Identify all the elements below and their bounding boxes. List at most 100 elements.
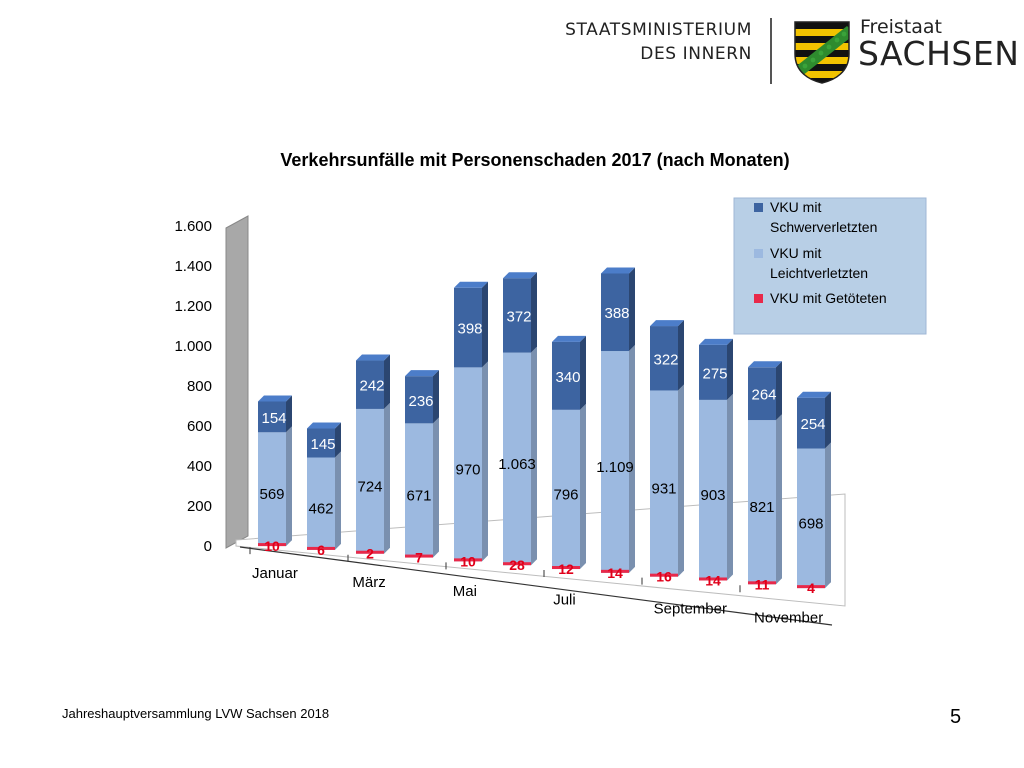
bar-dead-segment: [552, 566, 580, 570]
bar-light-side: [286, 426, 292, 547]
bar-light-segment: [699, 399, 727, 581]
value-label-dead: 14: [705, 572, 721, 588]
bar-heavy-side: [825, 391, 831, 449]
value-label-dead: 10: [264, 538, 280, 554]
bar-dead-segment: [699, 577, 727, 581]
x-axis-line: [239, 546, 833, 626]
x-category-label: Juli: [553, 592, 576, 609]
bar-light-side: [482, 361, 488, 562]
bar-light-segment: [307, 457, 335, 550]
bar-heavy-segment: [454, 287, 482, 368]
value-label-light: 796: [553, 486, 578, 503]
bar-heavy-top: [601, 267, 635, 274]
bar-group-august: 388 1.109 14: [596, 267, 635, 581]
bar-light-side: [629, 345, 635, 573]
legend-label: VKU mit Getöteten: [770, 290, 887, 306]
footer-text: Jahreshauptversammlung LVW Sachsen 2018: [62, 706, 330, 721]
bar-dead-segment: [748, 581, 776, 585]
header-divider: [770, 18, 772, 84]
x-category-label: Mai: [453, 583, 477, 600]
value-label-light: 698: [798, 515, 823, 532]
bar-group-mai: 398 970 10: [454, 281, 488, 569]
ministry-name-line1: STAATSMINISTERIUM: [565, 20, 752, 40]
bar-dead-segment: [454, 558, 482, 562]
bar-dead-segment: [258, 543, 286, 547]
bar-heavy-side: [629, 267, 635, 352]
bar-group-februar: 145 462 6: [307, 422, 341, 558]
bar-light-segment: [405, 423, 433, 558]
x-category-label: März: [352, 574, 385, 591]
bar-dead-segment: [503, 562, 531, 566]
x-category-label: September: [654, 600, 727, 617]
value-label-heavy: 154: [261, 410, 286, 427]
value-label-dead: 2: [366, 546, 374, 562]
value-label-heavy: 254: [800, 416, 825, 433]
bar-heavy-segment: [405, 376, 433, 424]
chart-back-wall: [225, 215, 249, 549]
y-tick-label: 1.400: [174, 258, 212, 275]
value-label-light: 970: [455, 461, 480, 478]
legend-label: VKU mit: [770, 199, 821, 215]
saxony-coat-of-arms-icon: [794, 21, 850, 84]
bar-group-oktober: 275 903 14: [699, 338, 733, 588]
value-label-light: 569: [259, 486, 284, 503]
bar-heavy-top: [650, 320, 684, 327]
ministry-name-line2: DES INNERN: [640, 44, 752, 64]
bar-light-side: [678, 384, 684, 577]
bar-heavy-segment: [601, 273, 629, 352]
brand-sachsen: SACHSEN: [858, 34, 1020, 73]
bar-dead-segment: [307, 546, 335, 550]
bar-heavy-segment: [503, 278, 531, 353]
bar-light-segment: [356, 408, 384, 554]
bar-heavy-segment: [650, 326, 678, 391]
legend-label: VKU mit: [770, 245, 821, 261]
bar-heavy-side: [286, 395, 292, 433]
bar-heavy-top: [503, 272, 537, 279]
bar-dead-segment: [797, 585, 825, 589]
bar-light-segment: [258, 432, 286, 547]
value-label-heavy: 145: [310, 436, 335, 453]
value-label-light: 931: [651, 481, 676, 498]
bar-group-märz: 242 724 2: [356, 354, 390, 562]
bar-light-side: [825, 442, 831, 589]
bar-heavy-side: [482, 281, 488, 368]
y-tick-label: 200: [187, 498, 212, 515]
page-number: 5: [950, 706, 962, 728]
bar-heavy-side: [335, 422, 341, 458]
value-label-heavy: 242: [359, 378, 384, 395]
bar-group-juli: 340 796 12: [552, 335, 586, 577]
bar-light-segment: [601, 351, 629, 573]
legend-swatch: [754, 249, 763, 258]
value-label-light: 1.109: [596, 459, 634, 476]
value-label-heavy: 236: [408, 393, 433, 410]
bar-heavy-side: [433, 370, 439, 424]
value-label-dead: 12: [558, 561, 574, 577]
chart-legend: VKU mit Schwerverletzten VKU mit Leichtverl…: [733, 197, 927, 335]
value-label-heavy: 275: [702, 365, 727, 382]
bar-light-segment: [650, 390, 678, 577]
value-label-dead: 6: [317, 542, 325, 558]
bar-dead-segment: [405, 554, 433, 558]
bar-light-side: [384, 402, 390, 554]
bar-heavy-side: [531, 272, 537, 353]
value-label-light: 1.063: [498, 456, 536, 473]
y-tick-label: 1.600: [174, 218, 212, 235]
bar-heavy-top: [405, 370, 439, 377]
bar-heavy-side: [727, 338, 733, 400]
bar-heavy-top: [356, 354, 390, 361]
legend-label: Schwerverletzten: [770, 219, 877, 235]
bar-heavy-side: [384, 354, 390, 409]
bar-dead-segment: [356, 550, 384, 554]
bar-group-dezember: 254 698 4: [797, 391, 831, 596]
bar-heavy-segment: [552, 341, 580, 410]
y-tick-label: 1.200: [174, 298, 212, 315]
bar-group-september: 322 931 16: [650, 320, 684, 585]
brand-freistaat: Freistaat: [860, 16, 942, 38]
y-tick-label: 1.000: [174, 338, 212, 355]
legend-label: Leichtverletzten: [770, 265, 868, 281]
bar-group-november: 264 821 11: [748, 361, 782, 592]
legend-box: [733, 197, 927, 335]
bar-heavy-segment: [797, 397, 825, 449]
value-label-heavy: 264: [751, 387, 776, 404]
value-label-light: 903: [700, 487, 725, 504]
